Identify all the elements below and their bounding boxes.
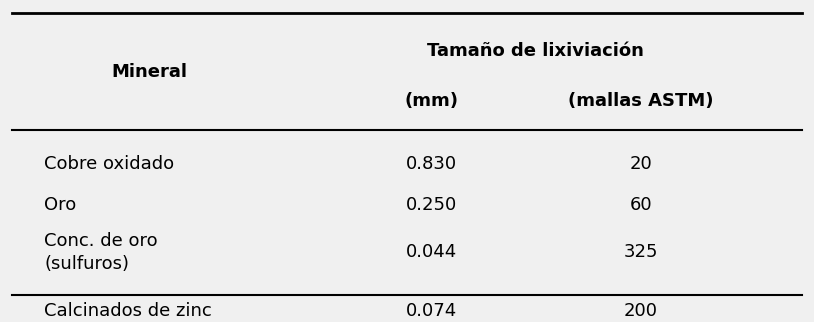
Text: Oro: Oro [45, 196, 77, 214]
Text: Conc. de oro
(sulfuros): Conc. de oro (sulfuros) [45, 232, 158, 273]
Text: Cobre oxidado: Cobre oxidado [45, 155, 174, 173]
Text: 0.074: 0.074 [405, 302, 457, 320]
Text: 20: 20 [629, 155, 652, 173]
Text: 60: 60 [629, 196, 652, 214]
Text: Mineral: Mineral [112, 63, 187, 81]
Text: Tamaño de lixiviación: Tamaño de lixiviación [427, 42, 645, 60]
Text: 200: 200 [624, 302, 658, 320]
Text: (mallas ASTM): (mallas ASTM) [568, 92, 713, 110]
Text: 0.044: 0.044 [405, 243, 457, 261]
Text: 325: 325 [624, 243, 658, 261]
Text: 0.830: 0.830 [405, 155, 457, 173]
Text: 0.250: 0.250 [405, 196, 457, 214]
Text: Calcinados de zinc: Calcinados de zinc [45, 302, 212, 320]
Text: (mm): (mm) [405, 92, 458, 110]
